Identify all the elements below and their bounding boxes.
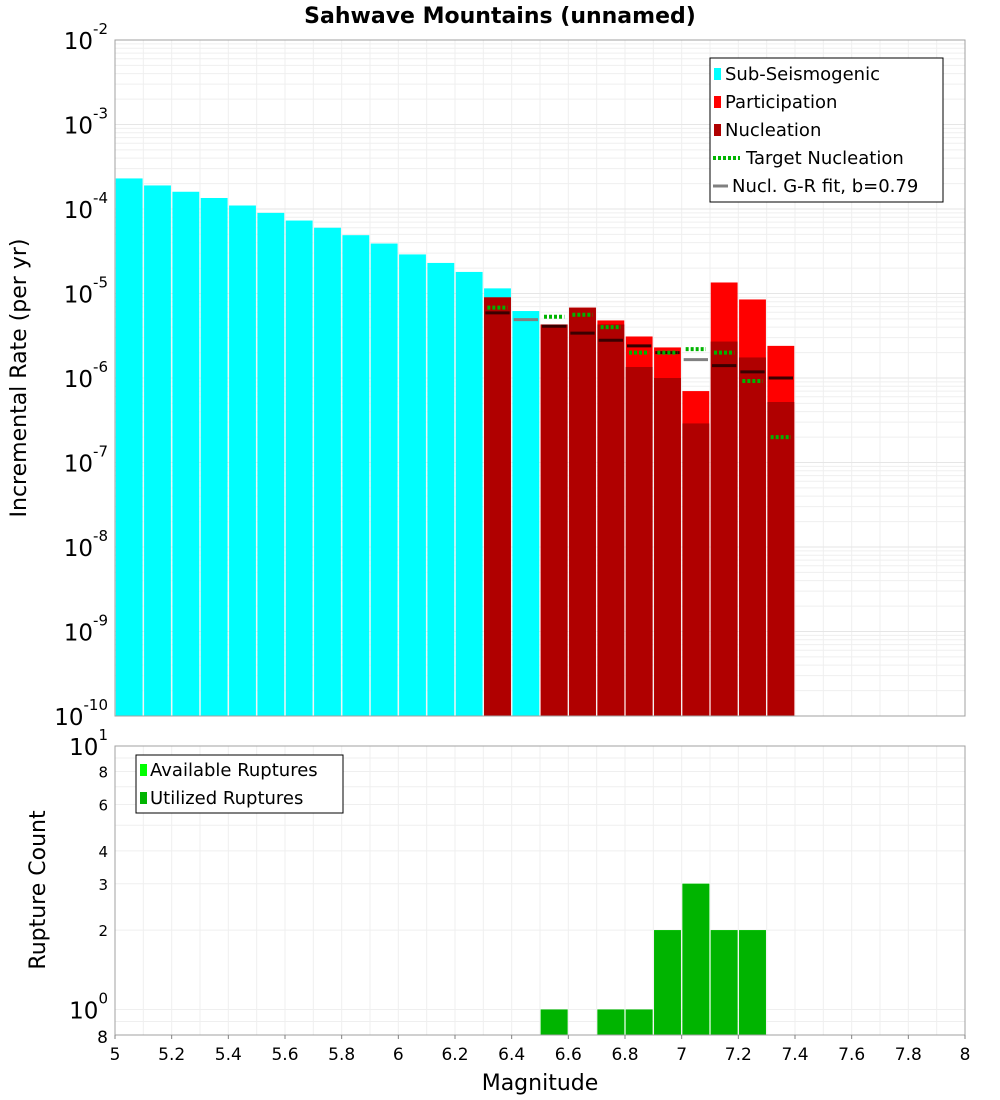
rate-bar-sub-seismogenic: [370, 243, 398, 716]
rupture-legend: Available Ruptures Utilized Ruptures: [135, 754, 344, 814]
rate-bar-nucleation: [540, 324, 568, 716]
rupture-bar-utilized-ruptures: [597, 1009, 625, 1035]
rupture-gridlines: [114, 745, 966, 1036]
rupture-y-tick-minor: 3: [98, 876, 108, 894]
x-tick-label: 5: [110, 1045, 121, 1065]
rate-bar-sub-seismogenic: [512, 311, 540, 716]
rate-y-tick-label: 10-6: [64, 358, 108, 393]
rate-legend-label-target-nucleation: Target Nucleation: [745, 148, 904, 169]
rupture-bar-utilized-ruptures: [540, 1009, 568, 1035]
rupture-y-tick-major: 100: [69, 989, 108, 1024]
x-tick-label: 7.2: [725, 1045, 752, 1065]
rupture-y-tick-minor: 8: [98, 764, 108, 782]
rate-legend-box: [709, 57, 944, 203]
rate-legend-label-participation: Participation: [725, 92, 837, 113]
rupture-y-tick-minor: 2: [98, 922, 108, 940]
x-tick-label: 6.6: [555, 1045, 582, 1065]
rate-legend-label-nucleation: Nucleation: [725, 120, 821, 141]
rupture-y-tick-minor: 6: [98, 796, 108, 814]
rate-bar-sub-seismogenic: [285, 220, 313, 716]
x-tick-labels: 5 5.2 5.4 5.6 5.8 6 6.2 6.4 6.6 6.8 7 7.2 7.4 7.6 7.8 8: [110, 1035, 971, 1065]
rupture-y-tick-minor: 8: [97, 1028, 108, 1048]
x-tick-label: 5.2: [158, 1045, 185, 1065]
rate-gridlines: [114, 40, 966, 717]
rupture-legend-box: [135, 754, 344, 814]
rate-bars: [115, 178, 795, 717]
rate-y-tick-label: 10-8: [64, 527, 108, 562]
x-tick-label: 5.6: [271, 1045, 298, 1065]
rate-bar-sub-seismogenic: [257, 212, 285, 716]
x-tick-label: 7: [676, 1045, 687, 1065]
rate-bar-sub-seismogenic: [172, 191, 200, 717]
rupture-y-tick-minor: 4: [98, 843, 108, 861]
rupture-bar-utilized-ruptures: [625, 1009, 653, 1035]
rupture-panel: 100 101 8 2 3 4 6 8 5 5.2 5.4 5.6 5.8 6 6.2 6.4 6.6 6.8 7…: [26, 726, 970, 1096]
x-tick-label: 6.2: [441, 1045, 468, 1065]
rate-bar-nucleation: [569, 307, 596, 716]
x-tick-label: 6: [393, 1045, 404, 1065]
rupture-legend-swatch-utilized-ruptures: [140, 792, 147, 804]
rate-bar-sub-seismogenic: [455, 271, 483, 716]
x-tick-label: 8: [960, 1045, 971, 1065]
x-tick-label: 5.8: [328, 1045, 355, 1065]
rate-panel: 10-10 10-9 10-8 10-7 10-6 10-5 10-4 10-3 10-2 In…: [7, 20, 966, 731]
rate-y-tick-label: 10-3: [64, 105, 108, 140]
rate-bar-nucleation: [739, 357, 766, 716]
rate-legend-swatch-nucleation: [714, 124, 721, 136]
rupture-plot-frame: [114, 745, 966, 1036]
rate-y-tick-label: 10-10: [54, 696, 108, 731]
chart-title: Sahwave Mountains (unnamed): [304, 4, 696, 29]
x-axis-label: Magnitude: [482, 1071, 599, 1096]
rupture-y-tick-major: 101: [69, 726, 108, 761]
rate-bar-sub-seismogenic: [200, 197, 228, 716]
rupture-bar-utilized-ruptures: [710, 930, 738, 1035]
rupture-y-axis-label: Rupture Count: [26, 810, 51, 970]
rate-bar-sub-seismogenic: [115, 178, 143, 717]
rate-legend-swatch-participation: [714, 96, 721, 108]
rate-line-marks: [485, 305, 793, 440]
rate-bar-nucleation: [710, 341, 738, 716]
rupture-bar-utilized-ruptures: [682, 883, 710, 1035]
rate-legend-label-nucl-g-r-fit-b-0-79: Nucl. G-R fit, b=0.79: [732, 176, 918, 197]
rate-bar-sub-seismogenic: [144, 185, 171, 717]
rate-y-axis-label: Incremental Rate (per yr): [7, 239, 32, 518]
rate-legend: Sub-Seismogenic Participation Nucleation Ta…: [709, 57, 944, 203]
rate-legend-label-sub-seismogenic: Sub-Seismogenic: [725, 64, 880, 85]
rupture-bar-utilized-ruptures: [654, 930, 681, 1035]
rate-bar-sub-seismogenic: [399, 254, 426, 716]
rate-y-tick-label: 10-2: [64, 20, 108, 55]
x-tick-label: 7.4: [781, 1045, 808, 1065]
rate-y-tick-label: 10-4: [64, 189, 108, 224]
rate-plot-frame: [114, 39, 966, 717]
rate-bar-nucleation: [597, 324, 625, 716]
rupture-legend-label-available-ruptures: Available Ruptures: [150, 760, 318, 781]
rate-bar-sub-seismogenic: [427, 262, 455, 716]
rate-legend-swatch-sub-seismogenic: [714, 68, 721, 80]
rate-y-ticks: 10-10 10-9 10-8 10-7 10-6 10-5 10-4 10-3 10-2: [54, 20, 108, 731]
x-tick-label: 6.8: [611, 1045, 638, 1065]
x-tick-label: 6.4: [498, 1045, 525, 1065]
rate-bar-sub-seismogenic: [314, 227, 341, 716]
rate-bar-nucleation: [682, 423, 710, 716]
x-tick-label: 7.6: [838, 1045, 865, 1065]
x-tick-label: 7.8: [895, 1045, 922, 1065]
rupture-y-ticks: 100 101 8 2 3 4 6 8: [69, 726, 108, 1048]
rate-y-tick-label: 10-9: [64, 612, 108, 647]
rupture-legend-swatch-available-ruptures: [140, 764, 147, 776]
rate-bar-nucleation: [767, 401, 795, 716]
rupture-legend-label-utilized-ruptures: Utilized Ruptures: [150, 788, 303, 809]
rate-bar-nucleation: [654, 378, 681, 716]
rupture-bar-utilized-ruptures: [739, 930, 766, 1035]
rate-bar-nucleation: [625, 366, 653, 716]
rate-bar-sub-seismogenic: [229, 205, 256, 716]
rate-y-tick-label: 10-7: [64, 443, 108, 478]
x-tick-label: 5.4: [215, 1045, 242, 1065]
rate-bar-sub-seismogenic: [342, 235, 370, 716]
rupture-bars: [540, 883, 766, 1035]
rate-bar-nucleation: [484, 297, 511, 716]
rate-y-tick-label: 10-5: [64, 274, 108, 309]
